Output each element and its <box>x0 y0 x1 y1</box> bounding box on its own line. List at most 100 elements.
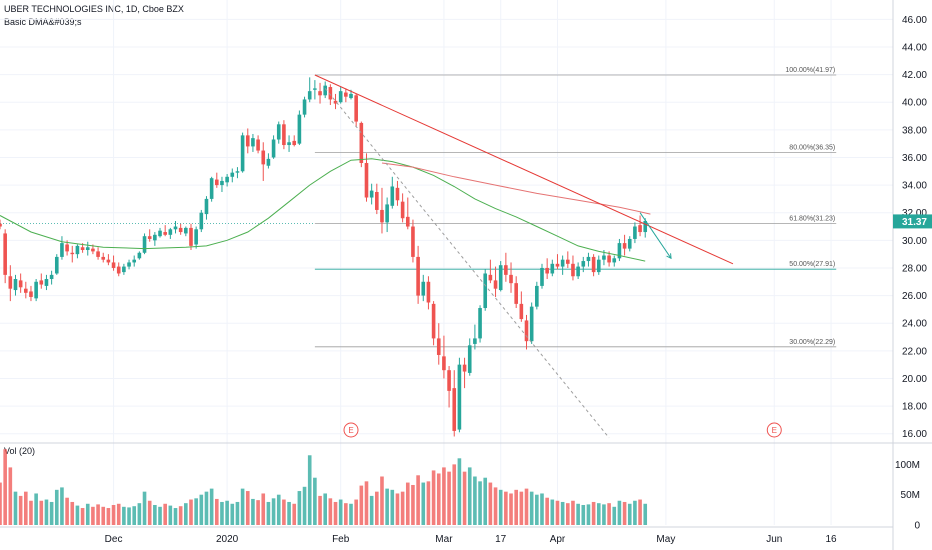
earnings-marker <box>766 422 782 438</box>
candle-body <box>132 259 137 263</box>
volume-bar <box>49 501 54 525</box>
candle-body <box>147 236 152 239</box>
volume-bar <box>442 467 446 525</box>
candle-body <box>261 150 266 165</box>
fib-level-label: 80.00%(36.35) <box>789 145 835 152</box>
volume-bar <box>266 501 271 525</box>
candle-body <box>91 248 95 252</box>
candle-body <box>49 274 54 280</box>
candle-body <box>390 186 395 206</box>
volume-bar <box>380 476 384 525</box>
candle-body <box>194 229 198 245</box>
volume-bar <box>349 503 353 525</box>
volume-bar <box>111 504 116 525</box>
candle-body <box>535 285 539 307</box>
volume-bar <box>323 493 328 525</box>
volume-bar <box>209 488 214 525</box>
candle-body <box>199 212 204 230</box>
candle-body <box>473 338 477 344</box>
volume-bar <box>627 503 632 525</box>
volume-bar <box>364 481 369 525</box>
volume-bar <box>400 491 405 525</box>
candle-body <box>276 124 281 140</box>
candle-body <box>271 139 276 158</box>
volume-bar <box>13 491 18 525</box>
volume-tick-label: 50M <box>901 490 920 501</box>
volume-bar <box>457 458 462 525</box>
volume-bar <box>70 501 75 525</box>
candle-body <box>504 265 508 275</box>
candle-body <box>8 276 13 289</box>
volume-bar <box>375 491 379 525</box>
candle-body <box>586 256 591 262</box>
volume-bar <box>137 503 142 525</box>
volume-bar <box>565 503 570 525</box>
candle-body <box>75 245 80 255</box>
volume-bar <box>529 491 534 525</box>
volume-bar <box>3 449 7 525</box>
volume-bar <box>276 494 281 525</box>
volume-bar <box>488 482 493 525</box>
moving-average-slow-line <box>381 162 651 215</box>
volume-bar <box>142 491 147 525</box>
volume-bar <box>633 500 637 525</box>
trend-lines <box>314 74 734 439</box>
volume-bar <box>411 484 415 525</box>
candle-body <box>354 95 358 122</box>
volume-bar <box>385 488 389 525</box>
volume-bar <box>555 500 560 525</box>
volume-bar <box>318 495 322 525</box>
volume-bar <box>230 503 235 525</box>
candle-body <box>85 247 90 251</box>
volume-bar <box>256 500 260 525</box>
candle-body <box>116 266 121 274</box>
volume-bar <box>80 508 85 525</box>
candle-body <box>529 306 534 342</box>
candle-body <box>462 364 467 372</box>
time-tick-label: Jun <box>766 534 782 545</box>
volume-bar <box>426 481 431 525</box>
fib-level-label: 100.00%(41.97) <box>785 67 835 74</box>
candle-body <box>411 226 415 257</box>
price-tick-label: 40.00 <box>902 98 927 109</box>
volume-bar <box>313 477 317 525</box>
volume-bar <box>540 493 544 525</box>
candle-body <box>302 99 307 115</box>
earnings-marker-label: E <box>772 426 777 435</box>
volume-pane-label: Vol (20) <box>4 446 36 456</box>
candle-body <box>256 139 260 151</box>
volume-bar <box>333 501 338 525</box>
candle-body <box>622 243 627 249</box>
volume-bar <box>421 482 426 525</box>
volume-bar <box>473 476 477 525</box>
volume-bar <box>612 506 617 525</box>
candle-body <box>369 190 374 198</box>
candle-body <box>111 262 116 268</box>
candle-body <box>328 87 333 100</box>
earnings-marker-label: E <box>348 426 353 435</box>
time-tick-label: 16 <box>825 534 837 545</box>
chart-title: UBER TECHNOLOGIES INC, 1D, Cboe BZX <box>4 4 184 14</box>
candle-body <box>555 263 560 267</box>
price-tick-label: 42.00 <box>902 70 927 81</box>
time-tick-label: Dec <box>105 534 123 545</box>
candle-body <box>540 267 544 286</box>
candle-body <box>442 356 446 371</box>
candle-body <box>70 252 75 255</box>
candle-body <box>436 338 441 355</box>
candle-body <box>493 280 498 289</box>
candle-body <box>400 201 405 219</box>
candle-body <box>29 291 33 297</box>
candle-body <box>385 204 389 223</box>
price-tick-label: 20.00 <box>902 374 927 385</box>
volume-bar <box>550 499 555 525</box>
volume-bar <box>338 499 343 525</box>
volume-bar <box>478 481 482 525</box>
volume-bar <box>602 504 606 525</box>
projection-arrow-head <box>666 253 672 260</box>
volume-bar <box>245 491 250 525</box>
candle-body <box>452 388 457 431</box>
candle-body <box>638 225 642 233</box>
volume-bar <box>214 498 219 525</box>
